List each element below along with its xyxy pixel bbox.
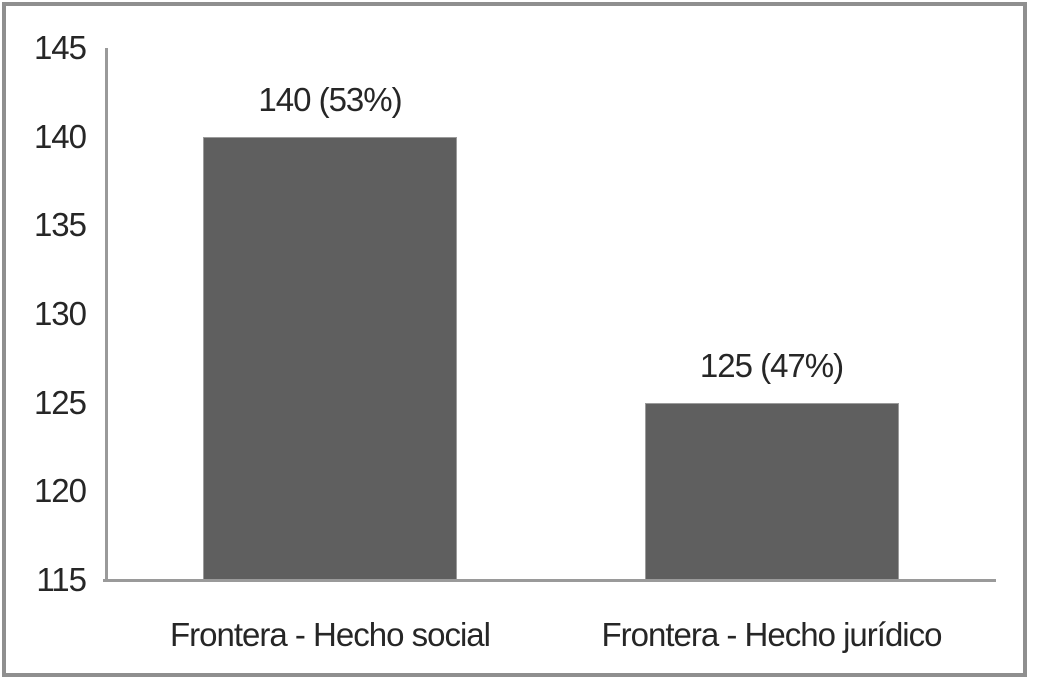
- y-tick-label-135: 135: [33, 206, 87, 244]
- chart-frame: [2, 2, 1027, 677]
- bar-1: [203, 136, 457, 580]
- bar-2: [644, 402, 899, 580]
- bar-value-label-1: 140 (53%): [258, 80, 402, 118]
- y-axis-line: [105, 48, 108, 582]
- x-axis-line: [103, 579, 996, 582]
- x-category-label-2: Frontera - Hecho jurídico: [601, 616, 943, 653]
- x-category-label-1: Frontera - Hecho social: [170, 616, 491, 653]
- y-tick-label-120: 120: [33, 472, 87, 510]
- bar-value-label-2: 125 (47%): [699, 346, 844, 384]
- y-tick-label-130: 130: [33, 295, 87, 332]
- y-tick-label-140: 140: [33, 117, 87, 155]
- y-tick-label-125: 125: [33, 383, 87, 421]
- y-tick-label-115: 115: [36, 561, 87, 598]
- y-tick-label-145: 145: [33, 29, 87, 66]
